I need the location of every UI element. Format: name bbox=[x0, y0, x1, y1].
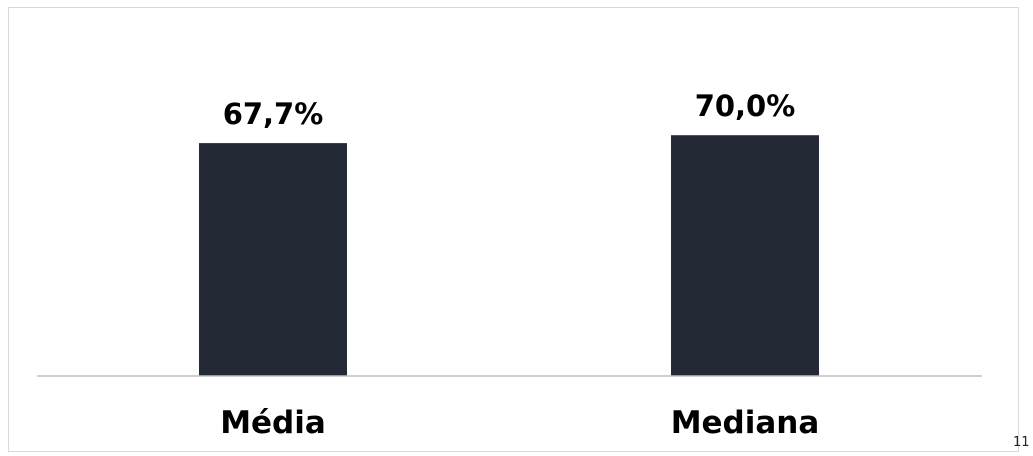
value-label-1: 67,7% bbox=[223, 97, 324, 131]
value-labels-group: 67,7% 70,0% bbox=[223, 89, 796, 131]
bar-1 bbox=[199, 143, 347, 376]
chart-frame bbox=[8, 7, 1019, 452]
bar-2 bbox=[671, 135, 819, 376]
category-label-1: Média bbox=[220, 405, 326, 441]
bars-group bbox=[199, 135, 819, 376]
category-labels-group: Média Mediana bbox=[220, 405, 819, 441]
value-label-2: 70,0% bbox=[695, 89, 796, 123]
page-number: 11 bbox=[1013, 435, 1030, 450]
category-label-2: Mediana bbox=[671, 405, 820, 441]
